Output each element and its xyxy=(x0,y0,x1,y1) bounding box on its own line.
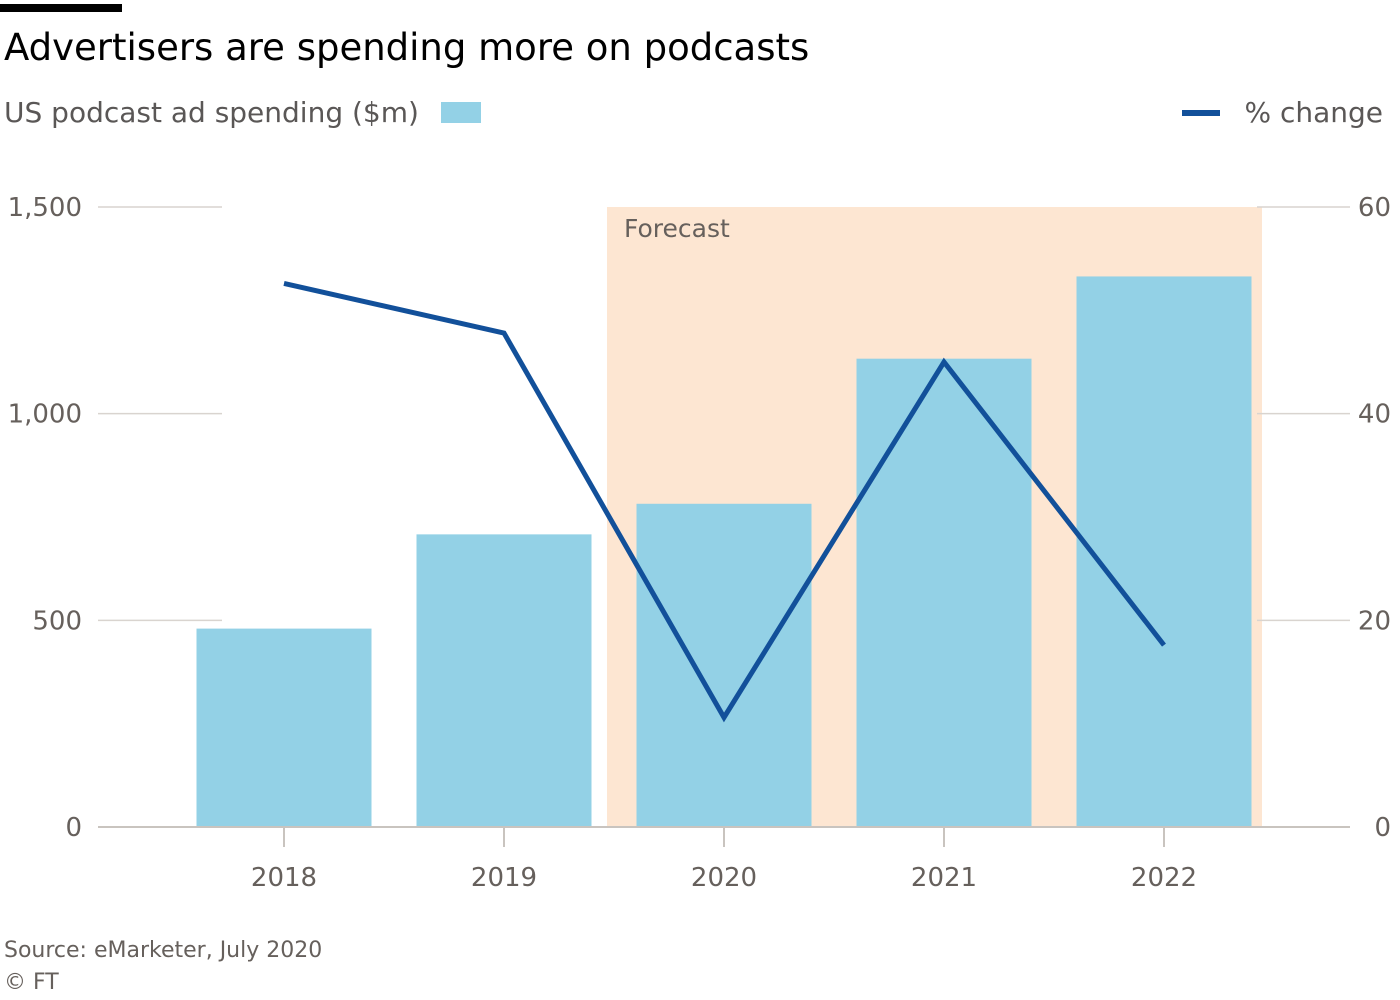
bar-2022 xyxy=(1076,276,1252,827)
gridlines xyxy=(98,206,1350,622)
y-left-tick-label: 0 xyxy=(65,813,82,843)
y-axis-right-labels: 0 20 40 60 xyxy=(1358,193,1391,843)
source-note: Source: eMarketer, July 2020 xyxy=(4,938,323,963)
y-left-tick-label: 1,000 xyxy=(8,400,82,430)
y-left-tick-label: 500 xyxy=(32,606,82,636)
x-tick-label: 2021 xyxy=(911,863,977,893)
x-tick-label: 2019 xyxy=(471,863,537,893)
x-tick-label: 2022 xyxy=(1131,863,1197,893)
legend-bar-swatch xyxy=(440,102,481,123)
y-right-tick-label: 40 xyxy=(1358,400,1391,430)
x-tick-label: 2020 xyxy=(691,863,757,893)
percent-change-line xyxy=(283,281,1166,723)
legend-line-label: % change xyxy=(1244,96,1383,129)
bar-2021 xyxy=(856,358,1032,827)
legend-line: % change xyxy=(1182,96,1383,129)
bar-2019 xyxy=(416,534,592,827)
y-right-tick-label: 20 xyxy=(1358,606,1391,636)
legend-bar-label: US podcast ad spending ($m) xyxy=(4,96,419,129)
y-axis-left-labels: 0 500 1,000 1,500 xyxy=(8,193,82,843)
x-axis-ticks: 2018 2019 2020 2021 2022 xyxy=(251,827,1197,893)
bar-2018 xyxy=(196,628,372,827)
forecast-label: Forecast xyxy=(624,214,730,243)
y-left-tick-label: 1,500 xyxy=(8,193,82,223)
legend-line-swatch xyxy=(1182,109,1221,116)
bar-2020 xyxy=(636,503,812,827)
y-right-tick-label: 60 xyxy=(1358,193,1391,223)
y-right-tick-label: 0 xyxy=(1374,813,1391,843)
title-accent-bar xyxy=(0,4,122,12)
bar-series xyxy=(196,276,1252,827)
x-tick-label: 2018 xyxy=(251,863,317,893)
chart-title: Advertisers are spending more on podcast… xyxy=(4,26,810,69)
legend-bar: US podcast ad spending ($m) xyxy=(4,96,481,129)
credit-note: © FT xyxy=(4,970,59,995)
